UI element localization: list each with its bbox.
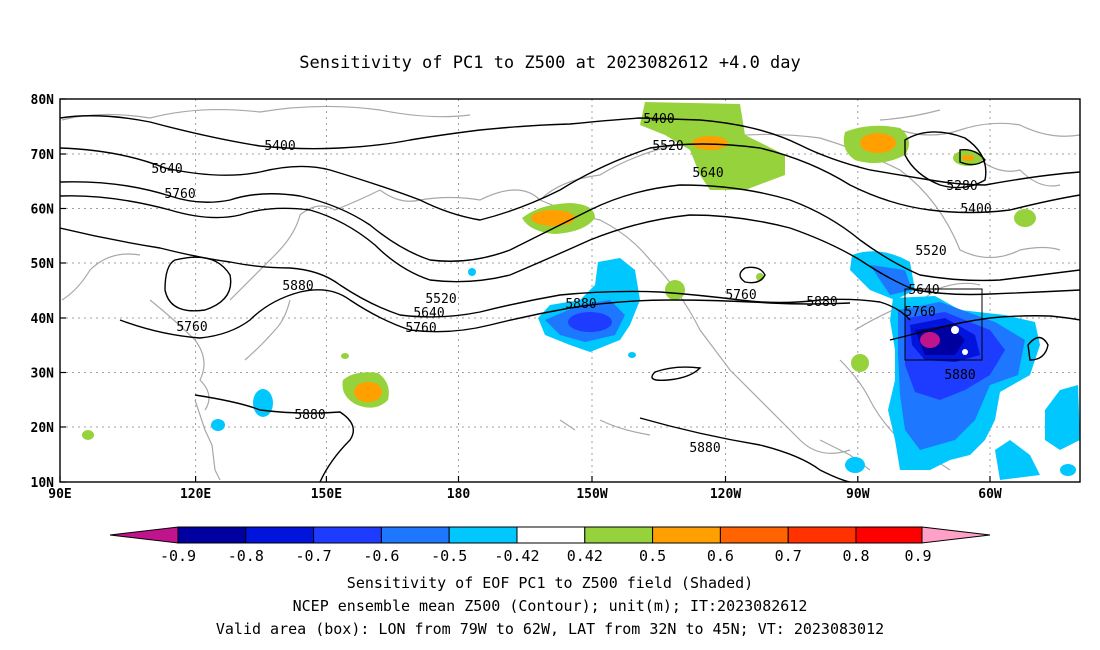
caption-contour: NCEP ensemble mean Z500 (Contour); unit(… bbox=[293, 597, 808, 615]
contour-label: 5880 bbox=[294, 408, 325, 423]
contour-label: 5880 bbox=[944, 368, 975, 383]
colorbar-right-arrow bbox=[921, 526, 991, 544]
contour-label: 5520 bbox=[652, 139, 683, 154]
lon-tick-label: 90E bbox=[48, 487, 71, 502]
colorbar-swatch bbox=[313, 526, 382, 544]
contour-label: 5400 bbox=[264, 139, 295, 154]
colorbar-label: -0.9 bbox=[160, 547, 196, 565]
longitude-labels: 90E 120E 150E 180 150W 120W 90W 60W bbox=[48, 487, 1002, 502]
caption-valid-area: Valid area (box): LON from 79W to 62W, L… bbox=[216, 620, 884, 638]
lat-tick-label: 50N bbox=[31, 257, 55, 272]
contour-label: 5880 bbox=[806, 295, 837, 310]
colorbar-swatch bbox=[448, 526, 518, 544]
contour-label: 5640 bbox=[413, 306, 444, 321]
valid-area-box bbox=[904, 288, 983, 361]
contour-label: 5640 bbox=[151, 162, 182, 177]
lat-tick-label: 60N bbox=[31, 203, 55, 218]
colorbar-label: -0.8 bbox=[228, 547, 264, 565]
shading-negative bbox=[211, 251, 1080, 480]
contour-label: 5400 bbox=[960, 202, 991, 217]
contour-label: 5760 bbox=[164, 187, 195, 202]
contour-label: 5400 bbox=[643, 112, 674, 127]
contour-label: 5880 bbox=[689, 441, 720, 456]
colorbar-swatch bbox=[584, 526, 654, 544]
colorbar-swatch bbox=[787, 526, 857, 544]
contour-label: 5760 bbox=[176, 320, 207, 335]
caption-shading: Sensitivity of EOF PC1 to Z500 field (Sh… bbox=[347, 574, 753, 592]
contour-labels: 5400 5400 5520 5640 5640 5760 5880 5760 … bbox=[151, 112, 991, 456]
contour-label: 5520 bbox=[425, 292, 456, 307]
contour-label: 5520 bbox=[915, 244, 946, 259]
lat-tick-label: 20N bbox=[31, 421, 55, 436]
lat-tick-label: 80N bbox=[31, 93, 55, 108]
lat-tick-label: 70N bbox=[31, 148, 55, 163]
contour-label: 5640 bbox=[908, 283, 939, 298]
lon-tick-label: 120E bbox=[180, 487, 211, 502]
colorbar-label: 0.7 bbox=[775, 547, 802, 565]
colorbar-label: 0.42 bbox=[567, 547, 603, 565]
map-panel: 5400 5400 5520 5640 5640 5760 5880 5760 … bbox=[31, 93, 1081, 502]
contour-label: 5880 bbox=[282, 279, 313, 294]
colorbar-swatch bbox=[380, 526, 450, 544]
colorbar-label: 0.9 bbox=[904, 547, 931, 565]
lon-tick-label: 60W bbox=[978, 487, 1002, 502]
contour-label: 5880 bbox=[565, 297, 596, 312]
contour-label: 5760 bbox=[405, 321, 436, 336]
colorbar-label: 0.6 bbox=[707, 547, 734, 565]
colorbar-label: -0.42 bbox=[494, 547, 539, 565]
colorbar-swatch bbox=[177, 526, 247, 544]
contour-label: 5640 bbox=[692, 166, 723, 181]
colorbar-swatch bbox=[719, 526, 789, 544]
lon-tick-label: 90W bbox=[846, 487, 870, 502]
colorbar-label: -0.6 bbox=[363, 547, 399, 565]
latitude-labels: 80N 70N 60N 50N 40N 30N 20N 10N bbox=[31, 93, 55, 491]
contour-label: 5760 bbox=[725, 288, 756, 303]
lon-tick-label: 180 bbox=[447, 487, 471, 502]
colorbar-label: 0.5 bbox=[639, 547, 666, 565]
figure-title: Sensitivity of PC1 to Z500 at 2023082612… bbox=[299, 53, 801, 73]
lon-tick-label: 150W bbox=[576, 487, 607, 502]
colorbar-left-arrow bbox=[109, 526, 179, 544]
colorbar-label: 0.8 bbox=[842, 547, 869, 565]
map-frame bbox=[59, 98, 1081, 483]
contour-label: 5280 bbox=[946, 179, 977, 194]
shading-positive bbox=[82, 102, 1036, 440]
colorbar-label: -0.5 bbox=[431, 547, 467, 565]
colorbar-swatch bbox=[245, 526, 315, 544]
tick-marks bbox=[59, 98, 991, 483]
colorbar-swatch bbox=[652, 526, 721, 544]
lat-tick-label: 30N bbox=[31, 367, 55, 382]
lon-tick-label: 120W bbox=[710, 487, 741, 502]
lat-tick-label: 10N bbox=[31, 476, 55, 491]
lat-tick-label: 40N bbox=[31, 312, 55, 327]
colorbar-label: -0.7 bbox=[296, 547, 332, 565]
colorbar: -0.9 -0.8 -0.7 -0.6 -0.5 -0.42 0.42 0.5 … bbox=[109, 526, 991, 565]
colorbar-swatch bbox=[855, 526, 923, 544]
lon-tick-label: 150E bbox=[311, 487, 342, 502]
height-contours bbox=[60, 115, 1080, 482]
captions: Sensitivity of EOF PC1 to Z500 field (Sh… bbox=[216, 574, 884, 638]
contour-label: 5760 bbox=[904, 305, 935, 320]
colorbar-swatch bbox=[516, 526, 586, 544]
